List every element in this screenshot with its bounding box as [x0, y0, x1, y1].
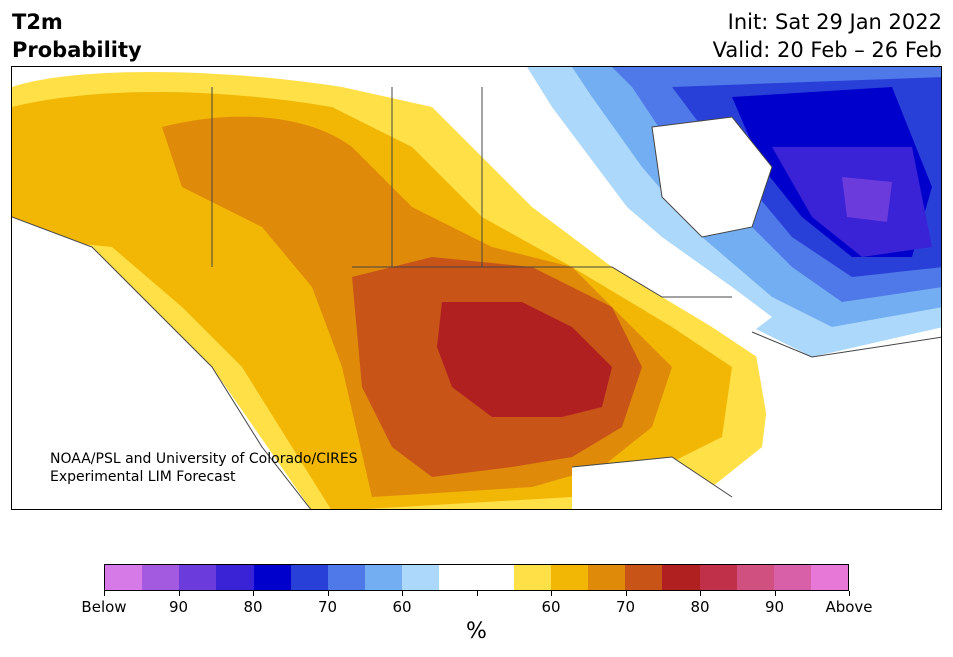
- probability-map: NOAA/PSL and University of Colorado/CIRE…: [11, 66, 942, 510]
- valid-date: Valid: 20 Feb – 26 Feb: [712, 38, 942, 62]
- colorbar-tick-label: 60: [392, 598, 412, 616]
- colorbar-tick-label: 70: [615, 598, 636, 616]
- colorbar-cell: [810, 565, 849, 590]
- colorbar-tick-mark: [327, 591, 329, 596]
- prob-zone-neutral: [462, 97, 772, 332]
- boundaries: [12, 87, 941, 509]
- colorbar-ticks: Below 90 80 70 60 60 70 80 90 Above: [81, 591, 873, 618]
- colorbar-tick-mark: [700, 591, 701, 596]
- credit-line-2: Experimental LIM Forecast: [50, 469, 236, 485]
- prob-zone-90-cold: [842, 177, 892, 222]
- colorbar-cell: [513, 565, 551, 590]
- colorbar-cell: [290, 565, 328, 590]
- colorbar-unit: %: [466, 619, 487, 644]
- prob-zone-80-warm: [437, 302, 612, 417]
- colorbar-cell: [142, 565, 180, 590]
- colorbar-tick-mark: [849, 591, 850, 596]
- colorbar-cell: [402, 565, 440, 590]
- colorbar-tick-mark: [551, 591, 552, 596]
- colorbar-tick-mark: [402, 591, 403, 596]
- chart-title: T2m Probability: [12, 8, 142, 64]
- colorbar-cell: [625, 565, 663, 590]
- colorbar-cell: [699, 565, 737, 590]
- colorbar-cell: [253, 565, 291, 590]
- colorbar-cell: [736, 565, 774, 590]
- colorbar-cell: [179, 565, 217, 590]
- credit-text: NOAA/PSL and University of Colorado/CIRE…: [50, 450, 358, 486]
- ocean-atlantic: [752, 332, 941, 509]
- credit-line-1: NOAA/PSL and University of Colorado/CIRE…: [50, 451, 358, 467]
- colorbar-cell: [327, 565, 366, 590]
- colorbar-tick-mark: [625, 591, 627, 596]
- colorbar-cell: [105, 565, 143, 590]
- colorbar-cell: [365, 565, 403, 590]
- map-graphic: [12, 67, 941, 509]
- colorbar-cell: [439, 565, 477, 590]
- colorbar-tick-mark: [178, 591, 180, 596]
- hudson-bay: [652, 117, 772, 237]
- title-line-1: T2m: [12, 10, 63, 34]
- colorbar-cell: [588, 565, 626, 590]
- colorbar-tick-label: 60: [541, 598, 561, 616]
- colorbar-tick-label: 80: [690, 598, 710, 616]
- colorbar-tick-label: Above: [825, 598, 873, 616]
- colorbar: [104, 564, 849, 591]
- colorbar-tick-mark: [476, 591, 478, 596]
- colorbar-tick-mark: [104, 591, 105, 596]
- colorbar-cell: [550, 565, 589, 590]
- date-info: Init: Sat 29 Jan 2022 Valid: 20 Feb – 26…: [713, 8, 942, 64]
- colorbar-tick-mark: [774, 591, 776, 596]
- colorbar-tick-label: 90: [764, 598, 785, 616]
- title-line-2: Probability: [12, 38, 142, 62]
- init-date: Init: Sat 29 Jan 2022: [727, 10, 942, 34]
- ocean-pacific: [12, 217, 311, 509]
- colorbar-cell: [662, 565, 700, 590]
- colorbar-cell: [216, 565, 254, 590]
- colorbar-tick-label: 90: [168, 598, 189, 616]
- gulf-of-mexico: [572, 457, 732, 509]
- colorbar-tick-label: 80: [243, 598, 263, 616]
- colorbar-tick-mark: [253, 591, 254, 596]
- colorbar-cell: [476, 565, 514, 590]
- colorbar-cell: [773, 565, 811, 590]
- colorbar-tick-label: 70: [317, 598, 338, 616]
- colorbar-tick-label: Below: [81, 598, 127, 616]
